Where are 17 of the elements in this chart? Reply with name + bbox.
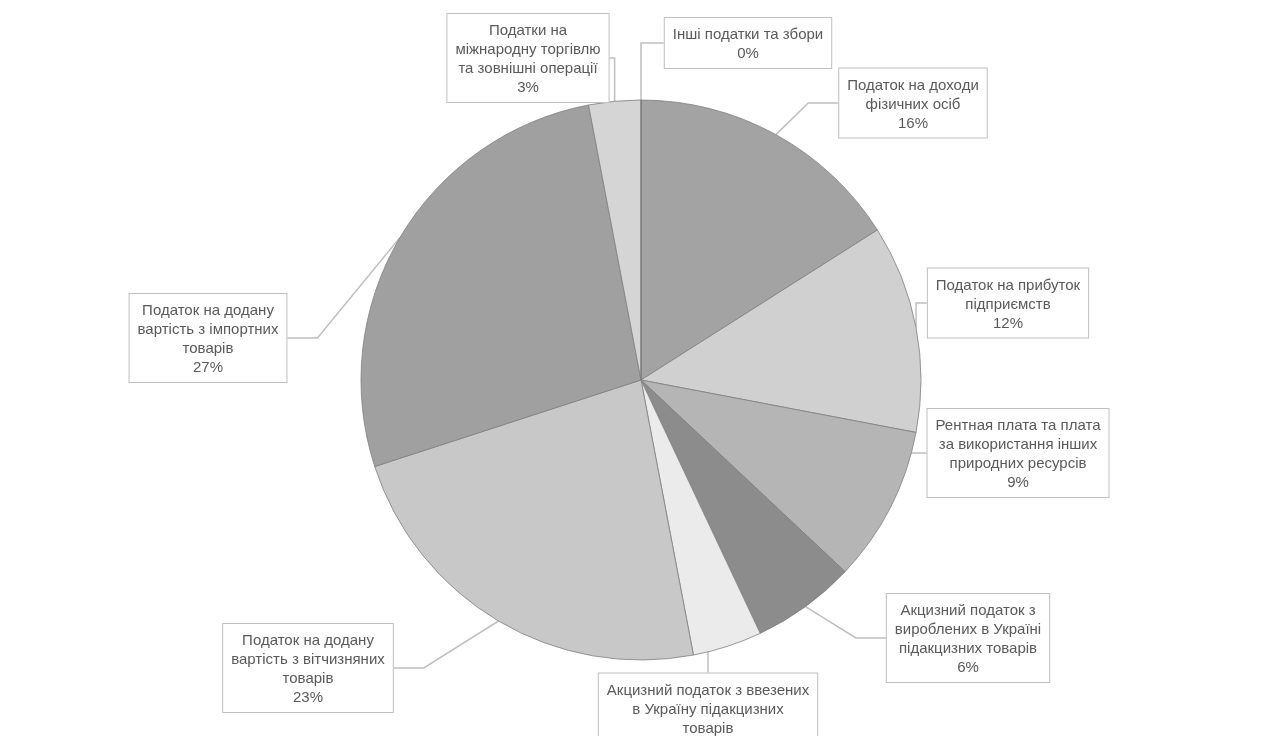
data-label: 27% (192, 358, 224, 375)
slice-label: Податок на прибуток підприємств (935, 275, 1081, 312)
slice-label: Податки на міжнародну торгівлю та зовнішні операції (455, 21, 601, 76)
data-label: 16% (897, 113, 929, 131)
slice-label: Податок на доходи фізичних осіб (847, 75, 979, 112)
slice-label: Рентная плата та плата за використання інших природних ресурсів (935, 416, 1102, 471)
data-label: 9% (1007, 473, 1029, 490)
data-label: 12% (992, 313, 1024, 331)
data-label: 6% (957, 658, 979, 675)
slice-label: Акцизний податок з вироблених в Україні підакцизних товарів (894, 601, 1042, 656)
slice-label: Податок на додану вартість з вітчизняних товарів (231, 631, 386, 686)
text: 0% (737, 44, 759, 61)
category-label: Інші податки та збори (672, 25, 824, 42)
slice-label: Податок на додану вартість з імпортних товарів (137, 301, 279, 356)
data-label: 23% (292, 688, 324, 705)
data-label: 3% (517, 78, 539, 95)
slice-label: Акцизний податок з ввезених в Україну підакцизних товарів (606, 680, 810, 736)
